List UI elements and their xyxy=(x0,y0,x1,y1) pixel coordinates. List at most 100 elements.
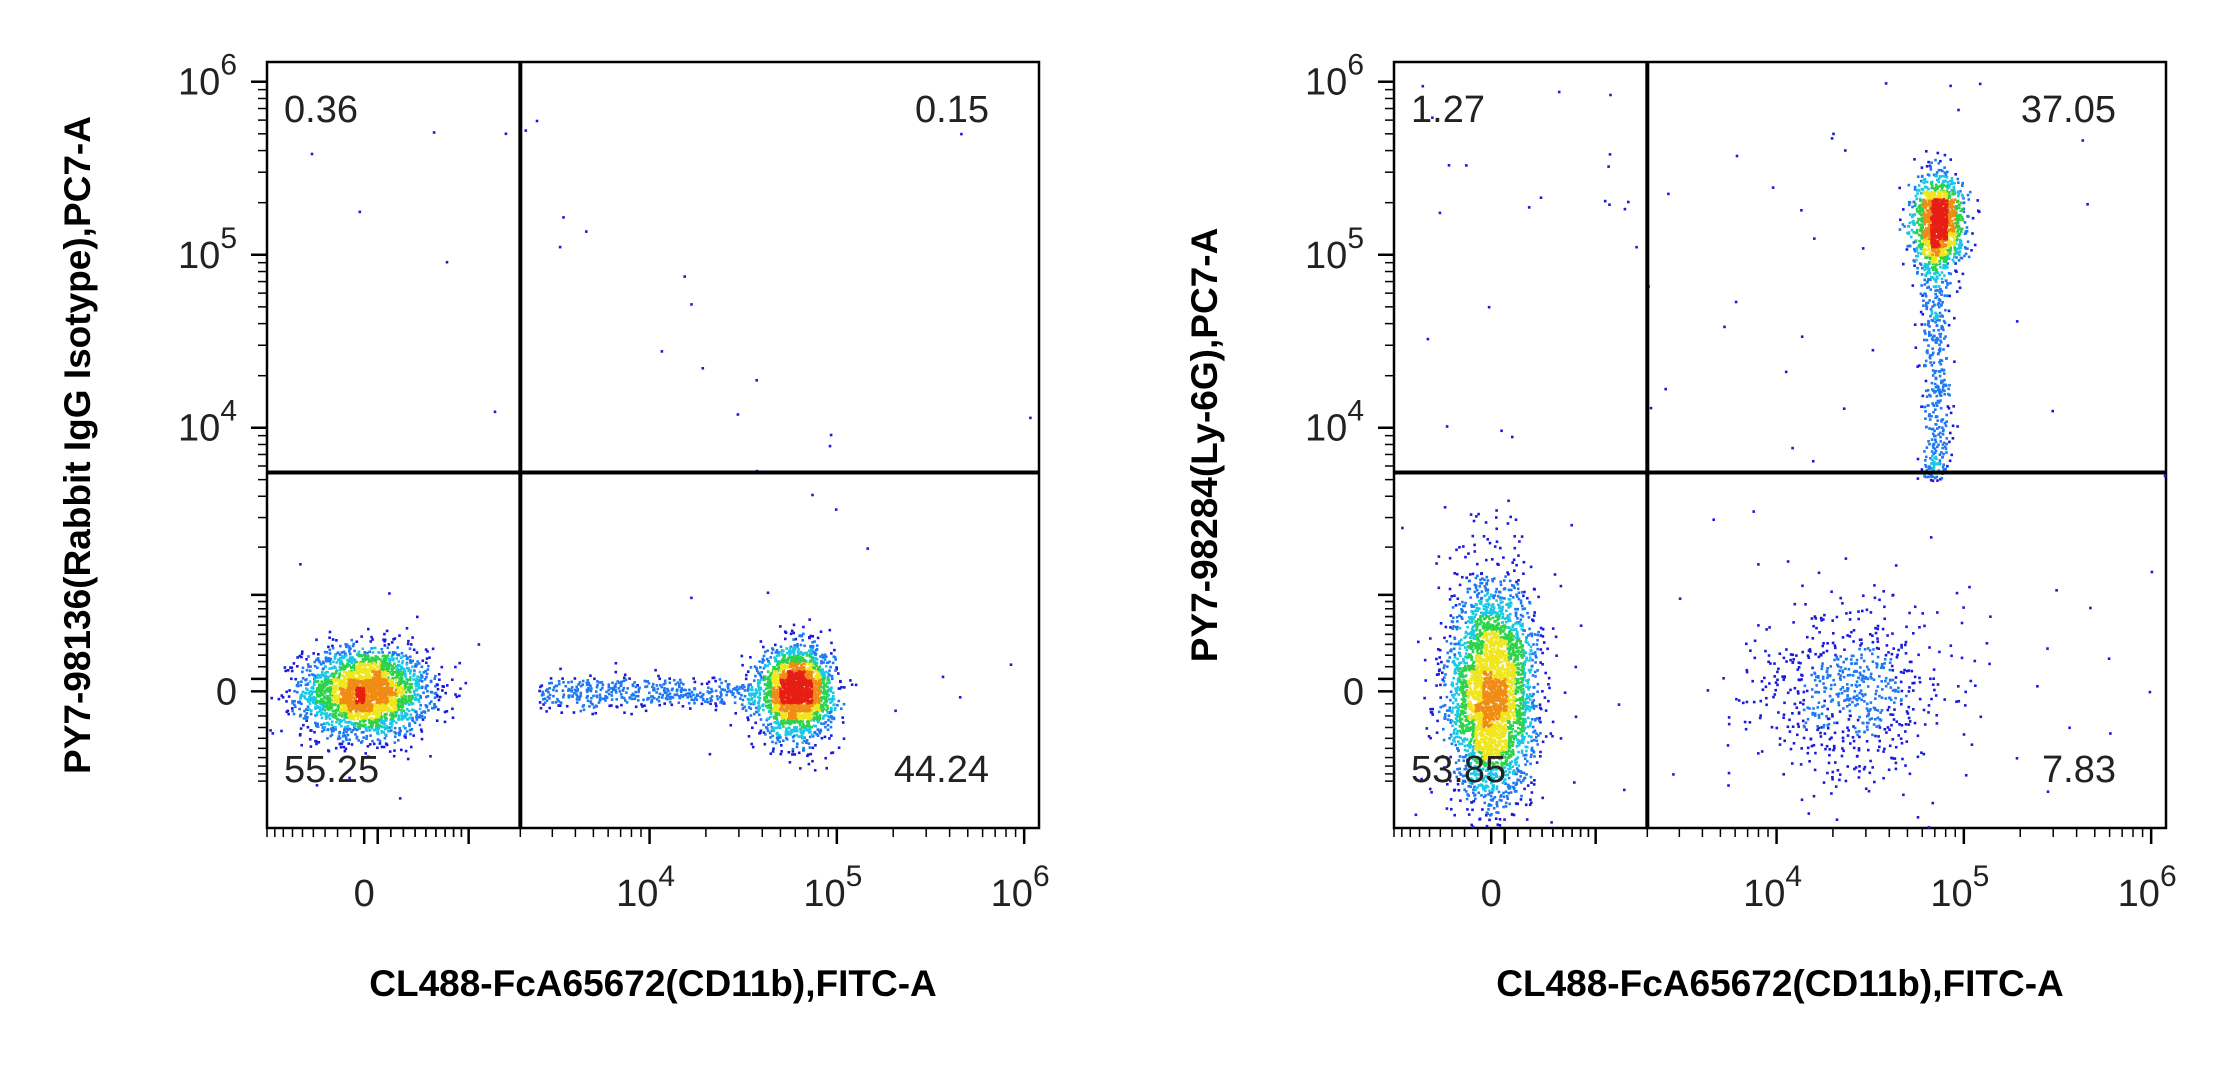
event-dot xyxy=(788,662,792,665)
event-dot xyxy=(385,663,389,667)
event-dot xyxy=(833,703,836,706)
event-dot xyxy=(345,643,349,646)
event-dot xyxy=(773,684,777,687)
event-dot xyxy=(347,676,350,680)
event-dot xyxy=(363,668,367,672)
event-dot xyxy=(367,670,370,674)
event-dot xyxy=(323,681,326,684)
event-dot xyxy=(626,687,629,690)
event-dot xyxy=(783,687,787,691)
event-dot xyxy=(758,672,761,676)
event-dot xyxy=(397,668,400,672)
event-dot xyxy=(812,660,816,664)
event-dot xyxy=(741,663,744,667)
event-dot xyxy=(348,717,352,720)
event-dot xyxy=(344,720,347,724)
event-dot xyxy=(400,709,403,712)
event-dot xyxy=(754,688,758,692)
event-dot xyxy=(628,677,631,680)
event-dot xyxy=(405,730,409,733)
event-dot xyxy=(772,715,775,719)
event-dot xyxy=(290,669,294,673)
event-dot xyxy=(408,678,412,681)
event-dot xyxy=(365,737,368,740)
event-dot xyxy=(808,700,812,704)
event-dot xyxy=(384,733,387,736)
event-dot xyxy=(754,721,757,725)
event-dot xyxy=(808,660,812,664)
event-dot xyxy=(735,685,739,689)
event-dot xyxy=(406,678,410,682)
event-dot xyxy=(407,639,410,643)
event-dot xyxy=(800,659,803,662)
event-dot xyxy=(740,694,743,697)
event-dot xyxy=(361,657,365,661)
event-dot xyxy=(764,700,768,704)
event-dot xyxy=(366,693,369,696)
event-dot xyxy=(399,729,402,733)
event-dot xyxy=(798,672,802,675)
event-dot xyxy=(402,709,406,713)
event-dot xyxy=(800,652,804,656)
event-dot xyxy=(826,728,830,731)
event-dot xyxy=(811,709,815,712)
event-dot xyxy=(830,698,834,702)
event-dot xyxy=(749,707,753,710)
event-dot xyxy=(700,682,704,686)
event-dot xyxy=(769,715,772,719)
event-dot xyxy=(706,700,710,704)
event-dot xyxy=(335,717,339,721)
event-dot xyxy=(350,661,354,665)
event-dot xyxy=(427,709,430,712)
event-dot xyxy=(380,679,383,683)
event-dot xyxy=(790,716,794,720)
event-dot xyxy=(420,711,423,714)
event-dot xyxy=(647,682,651,685)
event-dot xyxy=(749,656,752,659)
event-dot xyxy=(344,677,348,681)
event-dot xyxy=(779,676,782,680)
event-dot xyxy=(346,662,349,666)
event-dot xyxy=(796,742,799,746)
event-dot xyxy=(369,675,373,679)
event-dot xyxy=(597,701,601,704)
event-dot xyxy=(585,230,588,233)
event-dot xyxy=(840,686,843,689)
event-dot xyxy=(376,682,379,685)
event-dot xyxy=(320,693,324,697)
event-dot xyxy=(317,741,321,744)
event-dot xyxy=(360,654,364,658)
event-dot xyxy=(798,709,802,713)
event-dot xyxy=(395,721,398,724)
event-dot xyxy=(550,681,553,685)
event-dot xyxy=(324,717,328,720)
event-dot xyxy=(337,693,341,697)
event-dot xyxy=(396,686,400,689)
event-dot xyxy=(806,674,809,677)
event-dot xyxy=(832,655,836,658)
event-dot xyxy=(539,706,543,710)
event-dot xyxy=(355,735,359,739)
event-dot xyxy=(363,666,366,670)
event-dot xyxy=(809,634,813,638)
event-dot xyxy=(775,719,779,722)
event-dot xyxy=(381,662,385,666)
event-dot xyxy=(815,732,819,736)
event-dot xyxy=(356,686,359,690)
event-dot xyxy=(802,712,806,715)
event-dot xyxy=(586,699,590,703)
event-dot xyxy=(812,719,816,722)
event-dot xyxy=(419,728,423,731)
event-dot xyxy=(762,689,766,693)
event-dot xyxy=(357,710,360,714)
event-dot xyxy=(375,700,379,704)
event-dot xyxy=(828,681,831,685)
event-dot xyxy=(793,713,797,716)
event-dot xyxy=(538,689,541,693)
event-dot xyxy=(793,753,797,756)
event-dot xyxy=(792,714,795,717)
event-dot xyxy=(365,715,368,718)
event-dot xyxy=(773,705,776,709)
event-dot xyxy=(758,693,762,696)
event-dot xyxy=(341,734,345,738)
